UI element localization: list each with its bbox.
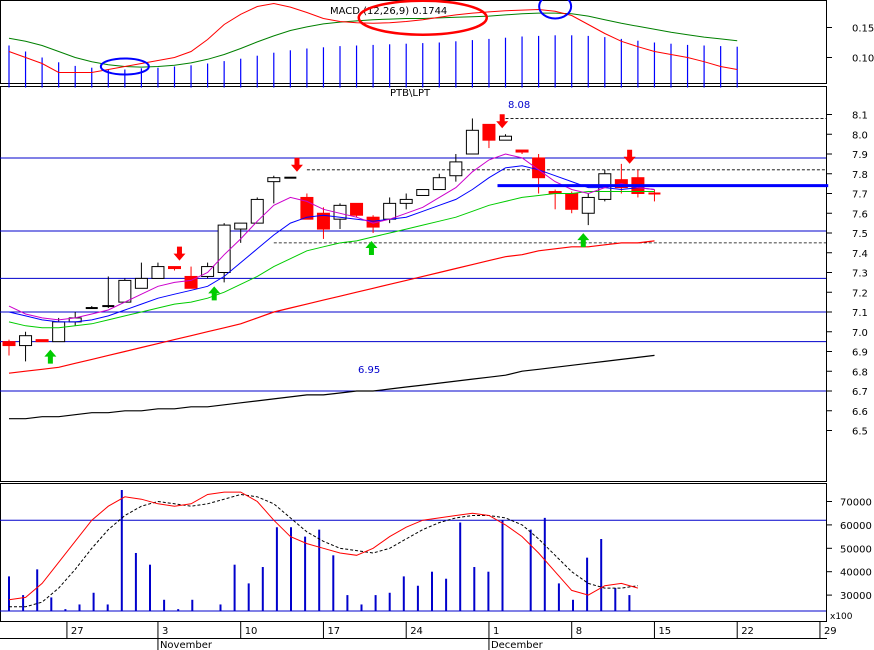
y-tick-label: 50000: [840, 544, 872, 555]
sell-arrow: [173, 246, 186, 261]
candle-body: [134, 277, 148, 289]
price-title: PTB\LPT: [390, 88, 431, 99]
x-tick-label: 17: [327, 626, 340, 637]
y-tick-label: 7.8: [852, 170, 868, 181]
sell-arrow: [290, 157, 303, 172]
volume-panel: [0, 490, 826, 612]
candle-body: [449, 161, 463, 177]
x-tick-label: 29: [824, 626, 837, 637]
month-label: November: [160, 640, 213, 650]
macd-signal-line: [8, 12, 738, 68]
candle-body: [482, 123, 496, 141]
high-note: 8.08: [508, 100, 530, 111]
candle-body: [515, 149, 529, 153]
y-tick-label: 30000: [840, 591, 872, 602]
candle-body: [151, 266, 165, 279]
candle-body: [465, 129, 479, 155]
y-tick-label: 7.4: [852, 249, 868, 260]
macd-panel: [8, 2, 738, 88]
y-tick-label: 7.6: [852, 209, 868, 220]
x-axis: 27 3 10 17 24 1 8 15 22 29 November December: [66, 622, 837, 650]
candle-body: [234, 222, 248, 230]
sell-arrow: [623, 149, 636, 164]
volume-panel-frame: [0, 483, 827, 622]
macd-line: [8, 2, 738, 73]
candle-body: [19, 335, 33, 347]
candle-body: [432, 177, 446, 191]
candle-body: [267, 177, 281, 183]
y-tick-label: 7.2: [852, 288, 868, 299]
candle-body: [184, 275, 198, 289]
y-axes: 0.15 0.10 8.1 8.0 7.9 7.8 7.7 7.6 7.5 7.4 7.3 7.2 7.…: [827, 24, 874, 602]
x-tick-label: 27: [71, 626, 84, 637]
candle-body: [399, 198, 413, 204]
blue-ellipse-annotation: [538, 0, 573, 20]
candle-body: [217, 224, 231, 274]
ma-blue-line: [8, 165, 655, 323]
ma-magenta-line: [8, 153, 655, 321]
buy-arrow: [577, 233, 590, 248]
x-tick-label: 8: [576, 626, 582, 637]
y-tick-label: 7.9: [852, 150, 868, 161]
buy-arrow: [365, 241, 378, 255]
y-tick-label: 70000: [840, 498, 872, 509]
blue-ellipse-annotation: [99, 57, 150, 76]
stoch-d-line: [9, 493, 638, 608]
x-tick-label: 10: [245, 626, 258, 637]
candle-body: [532, 157, 546, 179]
x-tick-label: 22: [741, 626, 754, 637]
annotations: [99, 0, 573, 76]
x-tick-label: 1: [493, 626, 499, 637]
ma-green-line: [8, 191, 655, 329]
month-label: December: [491, 640, 544, 650]
candle-body: [416, 189, 430, 196]
low-note: 6.95: [358, 365, 380, 376]
candle-body: [581, 196, 595, 214]
y-tick-label: 6.8: [852, 367, 868, 378]
ma-red-line: [8, 240, 655, 374]
price-panel-frame: [0, 86, 827, 482]
volume-unit: x100: [830, 612, 853, 622]
candle-body: [201, 266, 215, 277]
y-tick-label: 6.6: [852, 407, 868, 418]
y-tick-label: 7.0: [852, 328, 868, 339]
candle-body: [316, 212, 330, 230]
y-tick-label: 8.0: [852, 130, 868, 141]
candle-body: [35, 339, 49, 343]
y-tick-label: 7.3: [852, 269, 868, 280]
y-tick-label: 0.15: [852, 24, 874, 35]
buy-arrow: [208, 286, 221, 301]
y-tick-label: 6.5: [852, 427, 868, 438]
x-tick-label: 24: [410, 626, 423, 637]
candle-body: [350, 202, 364, 216]
candle-body: [565, 193, 579, 210]
y-tick-label: 8.1: [852, 111, 868, 122]
y-tick-label: 40000: [840, 568, 872, 579]
candle-body: [499, 135, 512, 141]
ma-black-line: [9, 354, 655, 420]
candle-body: [168, 266, 181, 270]
x-tick-label: 3: [162, 626, 168, 637]
y-tick-label: 7.5: [852, 229, 868, 240]
y-tick-label: 7.1: [852, 308, 868, 319]
y-tick-label: 60000: [840, 521, 872, 532]
candle-body: [250, 198, 264, 224]
macd-header: MACD (12,26,9) 0.1744: [330, 6, 447, 17]
x-tick-label: 15: [658, 626, 671, 637]
sell-arrow: [496, 114, 509, 129]
y-tick-label: 6.7: [852, 387, 868, 398]
candle-body: [118, 279, 132, 303]
buy-arrow: [44, 349, 57, 364]
stoch-k-line: [8, 491, 639, 601]
red-ellipse-annotation: [357, 0, 488, 36]
candle-body: [2, 341, 16, 347]
candle-body: [52, 321, 66, 343]
price-panel: [0, 114, 829, 420]
y-tick-label: 0.10: [852, 54, 874, 65]
y-tick-label: 6.9: [852, 348, 868, 359]
candle-body: [383, 202, 397, 220]
y-tick-label: 7.7: [852, 190, 868, 201]
